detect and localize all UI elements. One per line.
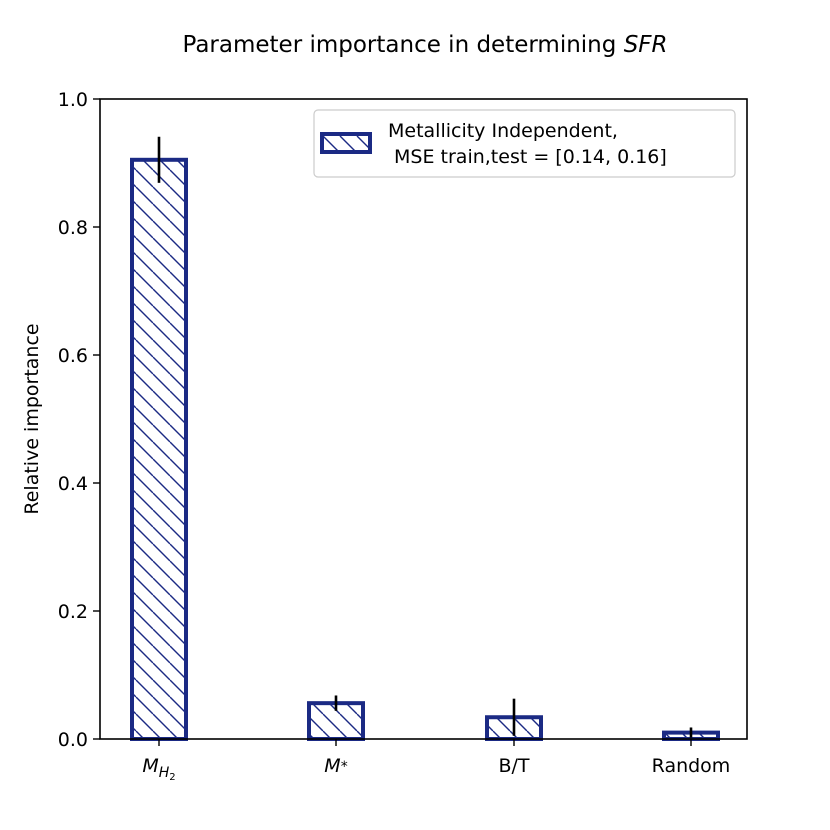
error-bars-group xyxy=(157,136,693,738)
legend-label-line-1: Metallicity Independent, xyxy=(388,120,618,142)
y-tick-label: 0.6 xyxy=(58,345,88,367)
bars-group xyxy=(130,157,720,742)
bar xyxy=(130,157,188,742)
x-tick-label: M* xyxy=(324,755,347,777)
y-tick-label: 0.0 xyxy=(58,729,88,751)
x-tick-label: Random xyxy=(652,755,731,777)
x-axis-ticks: MH2 M* B/T Random xyxy=(142,739,730,783)
y-tick-label: 0.8 xyxy=(58,217,88,239)
legend: Metallicity Independent, MSE train,test … xyxy=(313,109,736,178)
legend-swatch xyxy=(320,132,372,154)
plot-frame xyxy=(99,98,748,740)
y-tick-label: 1.0 xyxy=(58,89,88,111)
y-axis-label: Relative importance xyxy=(21,323,43,514)
y-tick-label: 0.4 xyxy=(58,473,88,495)
y-tick-label: 0.2 xyxy=(58,601,88,623)
y-axis-ticks: 0.0 0.2 0.4 0.6 0.8 1.0 xyxy=(58,89,100,751)
x-tick-label: MH2 xyxy=(142,755,175,783)
chart-title: Parameter importance in determining SFR xyxy=(182,32,667,58)
x-tick-label: B/T xyxy=(498,755,529,777)
legend-box xyxy=(313,109,736,178)
legend-label-line-2: MSE train,test = [0.14, 0.16] xyxy=(388,146,667,168)
